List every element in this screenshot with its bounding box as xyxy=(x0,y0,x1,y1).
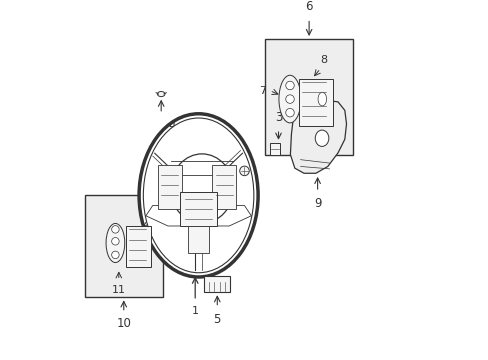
Ellipse shape xyxy=(315,130,328,147)
Bar xyxy=(125,226,151,267)
Bar xyxy=(188,226,208,253)
Ellipse shape xyxy=(278,75,301,123)
Ellipse shape xyxy=(317,92,326,106)
Ellipse shape xyxy=(143,118,253,273)
Ellipse shape xyxy=(111,238,119,245)
Ellipse shape xyxy=(285,81,294,90)
Bar xyxy=(264,39,353,154)
Bar xyxy=(269,143,280,154)
Text: 10: 10 xyxy=(116,317,131,330)
Ellipse shape xyxy=(106,224,124,262)
Ellipse shape xyxy=(239,166,249,176)
Bar xyxy=(84,195,163,297)
Bar xyxy=(180,192,217,226)
Polygon shape xyxy=(290,100,346,173)
Text: 7: 7 xyxy=(259,86,265,95)
Text: 3: 3 xyxy=(274,111,282,124)
Ellipse shape xyxy=(111,251,119,258)
Text: 8: 8 xyxy=(320,55,327,65)
Text: 4: 4 xyxy=(168,119,175,132)
Bar xyxy=(298,79,332,126)
Text: 1: 1 xyxy=(191,306,198,316)
Text: 6: 6 xyxy=(305,0,312,13)
Bar xyxy=(158,165,181,209)
Ellipse shape xyxy=(285,108,294,117)
Ellipse shape xyxy=(170,154,233,223)
Text: 12: 12 xyxy=(156,216,170,226)
Bar xyxy=(204,276,230,292)
Text: 11: 11 xyxy=(112,285,125,296)
Text: 9: 9 xyxy=(313,197,321,210)
Ellipse shape xyxy=(157,91,164,96)
Bar xyxy=(212,165,236,209)
Ellipse shape xyxy=(285,95,294,103)
Ellipse shape xyxy=(139,114,258,277)
Text: 5: 5 xyxy=(213,313,221,326)
Ellipse shape xyxy=(111,226,119,233)
Text: 2: 2 xyxy=(237,198,244,211)
